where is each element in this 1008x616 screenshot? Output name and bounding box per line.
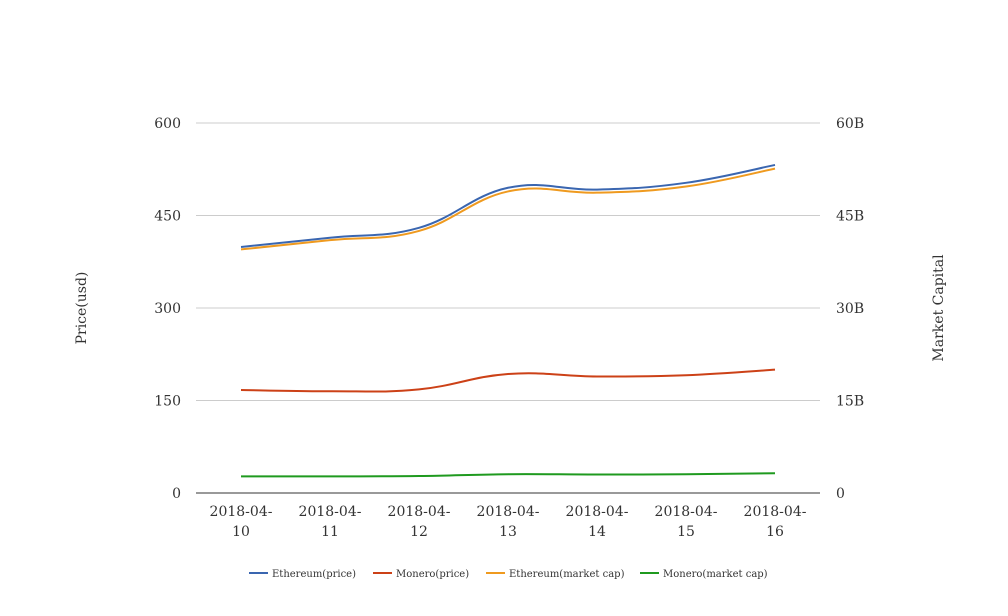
grid-lines	[196, 122, 820, 494]
x-tick-label-line: 12	[410, 524, 428, 540]
x-tick-label-line: 2018-04-	[388, 504, 451, 520]
y-tick-label: 450	[154, 209, 181, 225]
x-tick-label-line: 13	[499, 524, 517, 540]
x-tick-label-line: 2018-04-	[566, 504, 629, 520]
y2-tick-label: 45B	[836, 209, 864, 225]
x-axis-ticks: 2018-04- 10 2018-04- 11 2018-04- 12 2018-04- 13…	[210, 504, 807, 540]
y2-tick-label: 0	[836, 486, 845, 502]
series-line-monero-price	[240, 368, 776, 393]
legend-label: Ethereum(price)	[272, 569, 356, 580]
x-tick-label: 2018-04- 14	[566, 504, 629, 540]
y-tick-label: 600	[154, 116, 181, 132]
y-tick-label: 300	[154, 301, 181, 317]
y2-tick-label: 60B	[836, 116, 864, 132]
series-line-ethereum-price	[240, 163, 776, 248]
legend: Ethereum(price) Monero(price) Ethereum(mar…	[249, 569, 768, 580]
y2-axis-title: Market Capital	[931, 254, 947, 362]
y2-axis-ticks: 0 15B 30B 45B 60B	[836, 116, 864, 502]
y-tick-label: 150	[154, 394, 181, 410]
x-tick-label-line: 10	[232, 524, 250, 540]
series-line-ethereum-market-cap	[240, 167, 776, 251]
x-tick-label: 2018-04- 10	[210, 504, 273, 540]
x-tick-label-line: 2018-04-	[744, 504, 807, 520]
legend-label: Monero(market cap)	[663, 569, 768, 580]
x-tick-label-line: 2018-04-	[477, 504, 540, 520]
x-tick-label-line: 16	[766, 524, 784, 540]
series-lines	[240, 163, 776, 478]
x-tick-label: 2018-04- 12	[388, 504, 451, 540]
x-tick-label: 2018-04- 16	[744, 504, 807, 540]
x-tick-label-line: 14	[588, 524, 606, 540]
y2-tick-label: 30B	[836, 301, 864, 317]
legend-label: Ethereum(market cap)	[509, 569, 625, 580]
y-axis-ticks: 0 150 300 450 600	[154, 116, 181, 502]
y2-tick-label: 15B	[836, 394, 864, 410]
legend-label: Monero(price)	[396, 569, 469, 580]
x-tick-label: 2018-04- 11	[299, 504, 362, 540]
y-tick-label: 0	[172, 486, 181, 502]
x-tick-label-line: 2018-04-	[210, 504, 273, 520]
y-axis-title: Price(usd)	[74, 272, 90, 345]
x-tick-label-line: 2018-04-	[299, 504, 362, 520]
x-tick-label-line: 15	[677, 524, 695, 540]
x-tick-label: 2018-04- 15	[655, 504, 718, 540]
x-tick-label-line: 11	[321, 524, 339, 540]
x-tick-label-line: 2018-04-	[655, 504, 718, 520]
series-line-monero-market-cap	[240, 472, 776, 478]
x-tick-label: 2018-04- 13	[477, 504, 540, 540]
